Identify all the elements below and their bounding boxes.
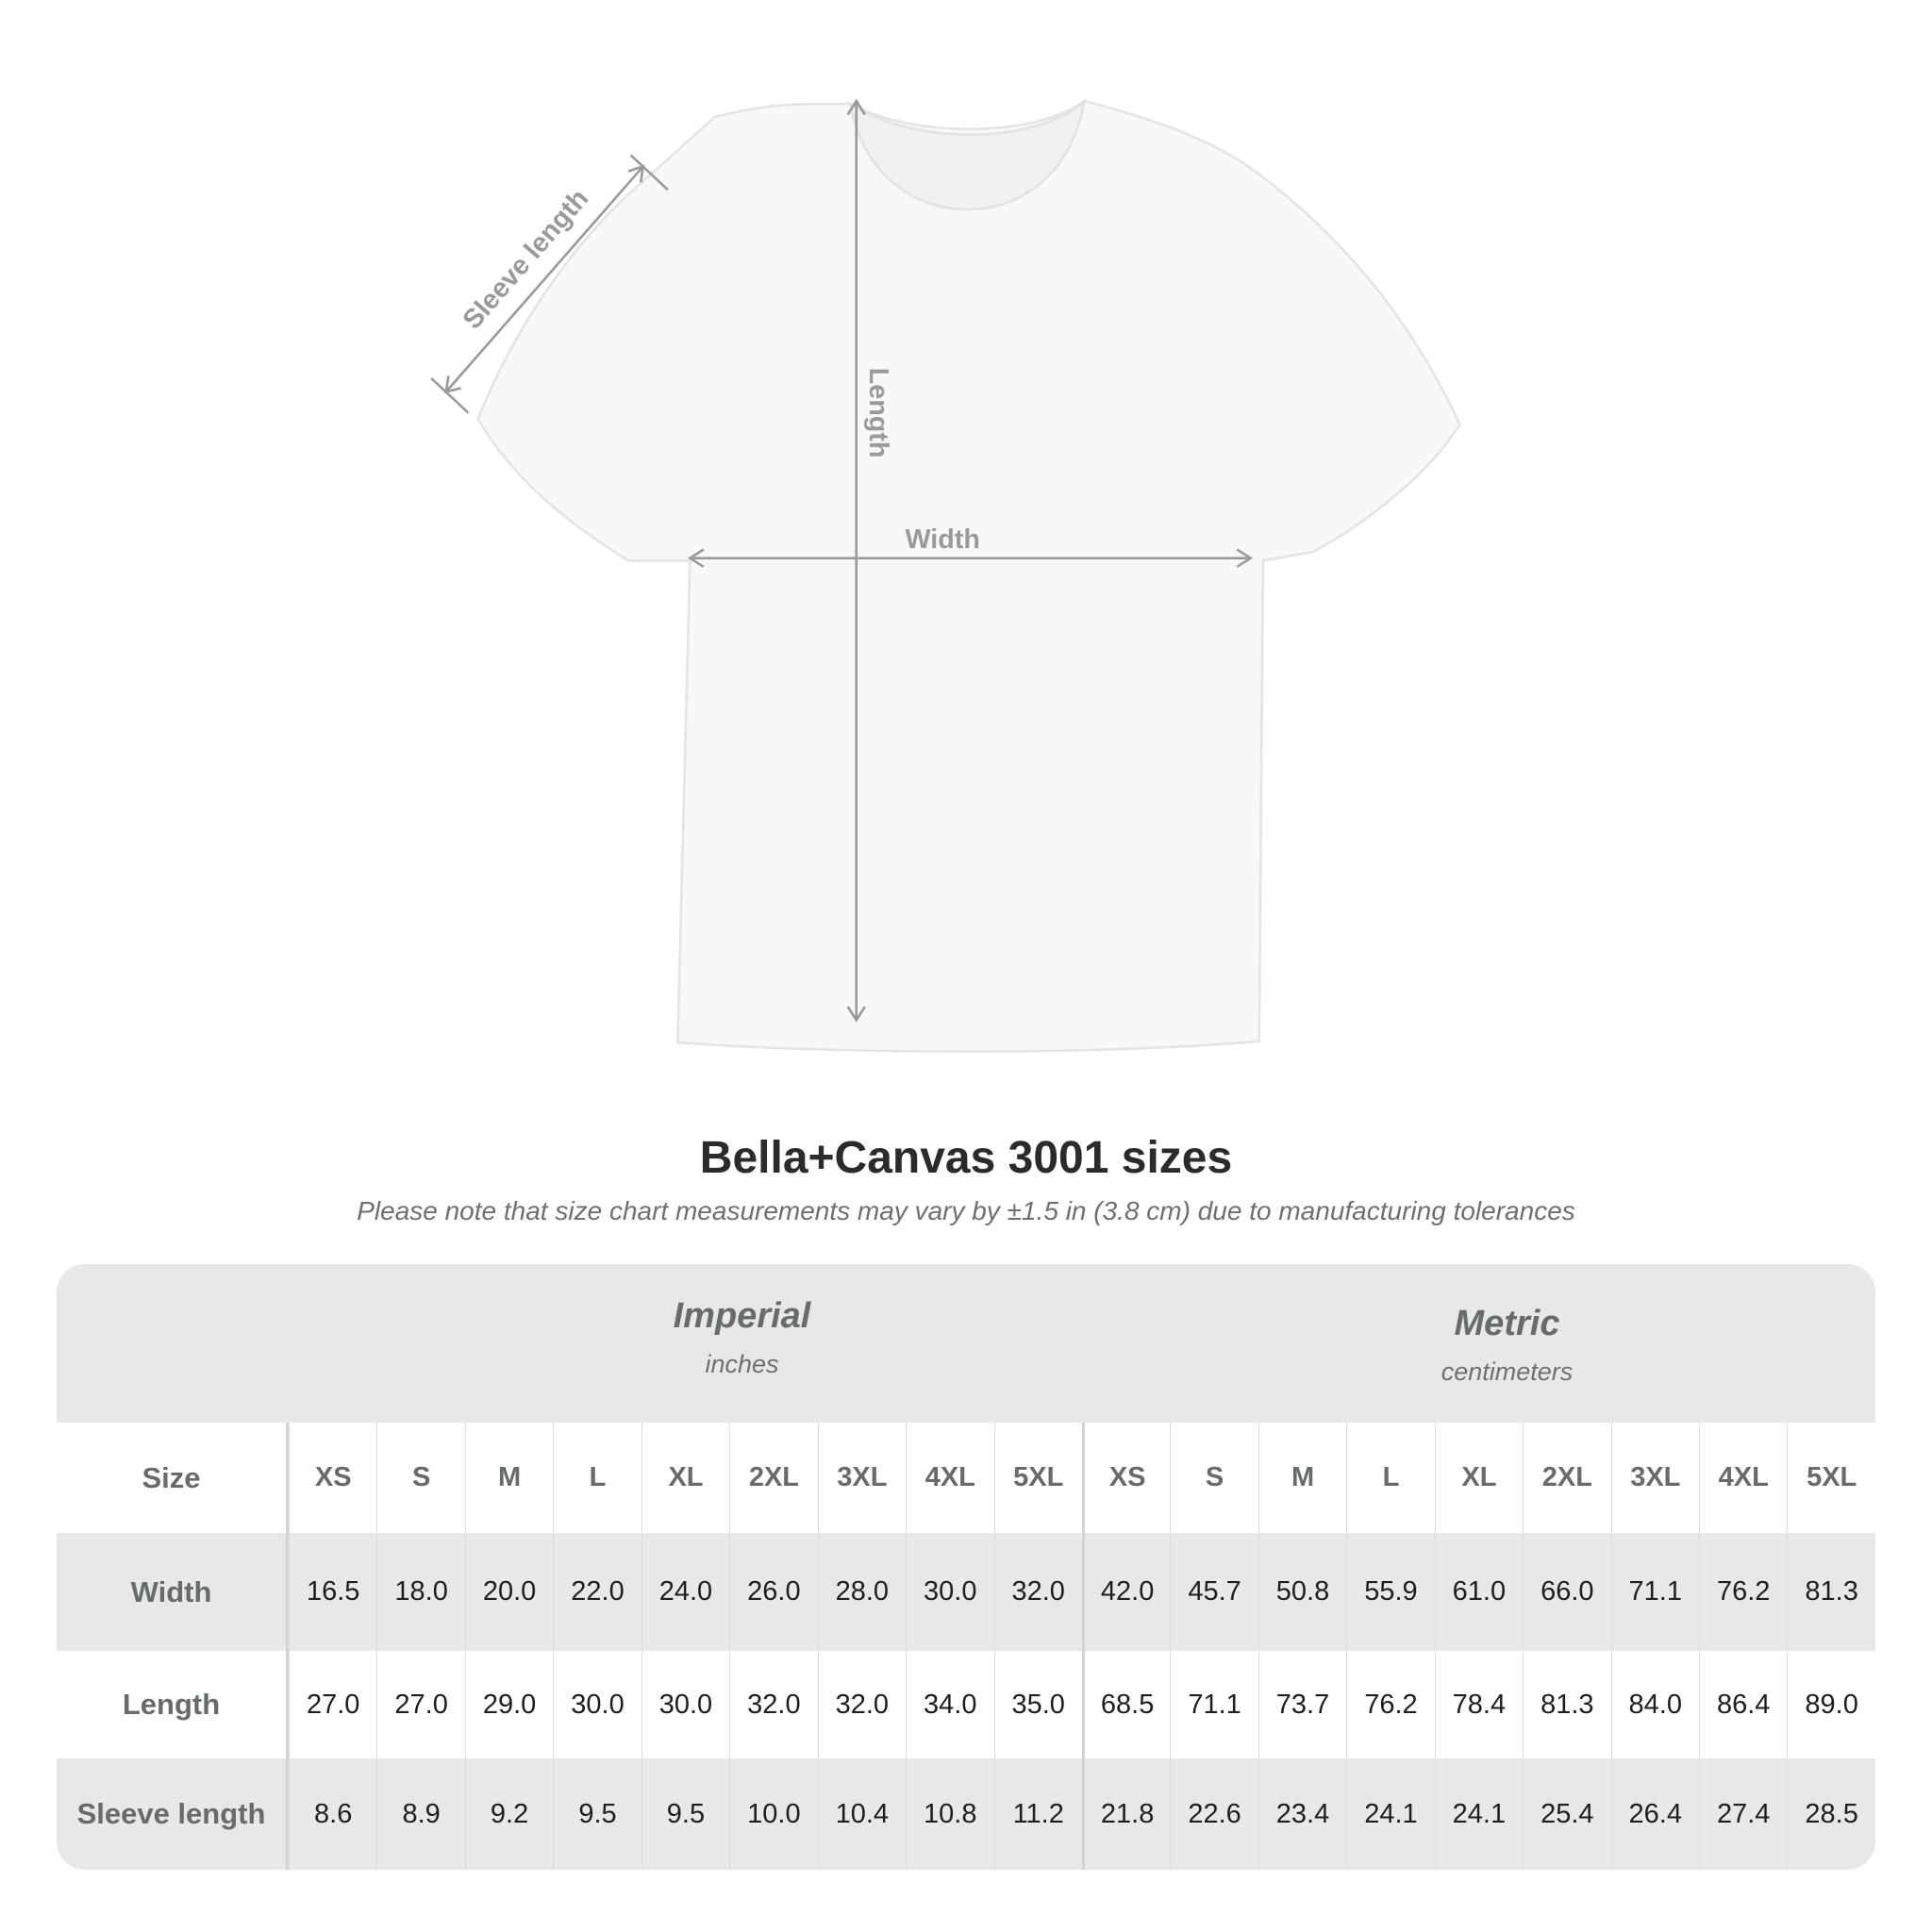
imperial-size-l: L bbox=[553, 1423, 641, 1533]
metric-title: Metric bbox=[1454, 1304, 1560, 1343]
metric-value: 84.0 bbox=[1610, 1651, 1699, 1758]
imperial-size-3xl: 3XL bbox=[817, 1423, 906, 1533]
metric-size-2xl: 2XL bbox=[1523, 1423, 1610, 1533]
imperial-header: Imperial inches bbox=[345, 1264, 1139, 1455]
metric-value: 55.9 bbox=[1346, 1533, 1434, 1651]
metric-value: 27.4 bbox=[1699, 1758, 1787, 1870]
metric-value: 76.2 bbox=[1346, 1651, 1434, 1758]
imperial-size-s: S bbox=[376, 1423, 464, 1533]
metric-value: 81.3 bbox=[1523, 1651, 1610, 1758]
metric-value: 25.4 bbox=[1523, 1758, 1610, 1870]
imperial-value: 26.0 bbox=[729, 1533, 817, 1651]
metric-size-5xl: 5XL bbox=[1787, 1423, 1874, 1533]
metric-size-xl: XL bbox=[1434, 1423, 1523, 1533]
imperial-value: 24.0 bbox=[641, 1533, 729, 1651]
table-row: Sleeve length 8.6 8.9 9.2 9.5 9.5 10.0 10.4 10.8… bbox=[57, 1758, 1875, 1870]
metric-size-xs: XS bbox=[1081, 1423, 1170, 1533]
table-row: Width 16.5 18.0 20.0 22.0 24.0 26.0 28.0 30.0 32.… bbox=[57, 1533, 1875, 1651]
imperial-value: 8.9 bbox=[376, 1758, 464, 1870]
imperial-value: 28.0 bbox=[817, 1533, 906, 1651]
metric-value: 42.0 bbox=[1081, 1533, 1170, 1651]
metric-value: 45.7 bbox=[1170, 1533, 1257, 1651]
imperial-size-5xl: 5XL bbox=[993, 1423, 1082, 1533]
imperial-value: 32.0 bbox=[729, 1651, 817, 1758]
row-label: Sleeve length bbox=[57, 1758, 289, 1870]
metric-header: Metric centimeters bbox=[1139, 1264, 1875, 1462]
metric-value: 73.7 bbox=[1257, 1651, 1346, 1758]
imperial-value: 11.2 bbox=[993, 1758, 1082, 1870]
imperial-value: 10.4 bbox=[817, 1758, 906, 1870]
metric-value: 81.3 bbox=[1787, 1533, 1874, 1651]
metric-value: 26.4 bbox=[1610, 1758, 1699, 1870]
imperial-value: 20.0 bbox=[464, 1533, 553, 1651]
imperial-value: 22.0 bbox=[553, 1533, 641, 1651]
imperial-value: 30.0 bbox=[553, 1651, 641, 1758]
imperial-value: 18.0 bbox=[376, 1533, 464, 1651]
imperial-value: 10.0 bbox=[729, 1758, 817, 1870]
imperial-value: 32.0 bbox=[993, 1533, 1082, 1651]
metric-size-4xl: 4XL bbox=[1699, 1423, 1787, 1533]
imperial-value: 29.0 bbox=[464, 1651, 553, 1758]
metric-value: 61.0 bbox=[1434, 1533, 1523, 1651]
imperial-value: 9.2 bbox=[464, 1758, 553, 1870]
metric-value: 71.1 bbox=[1610, 1533, 1699, 1651]
imperial-value: 9.5 bbox=[641, 1758, 729, 1870]
metric-value: 71.1 bbox=[1170, 1651, 1257, 1758]
imperial-value: 16.5 bbox=[289, 1533, 376, 1651]
imperial-value: 27.0 bbox=[376, 1651, 464, 1758]
imperial-value: 9.5 bbox=[553, 1758, 641, 1870]
metric-size-m: M bbox=[1257, 1423, 1346, 1533]
metric-value: 24.1 bbox=[1434, 1758, 1523, 1870]
imperial-size-2xl: 2XL bbox=[729, 1423, 817, 1533]
imperial-value: 10.8 bbox=[906, 1758, 993, 1870]
imperial-size-xl: XL bbox=[641, 1423, 729, 1533]
imperial-unit: inches bbox=[705, 1350, 779, 1378]
sleeve-arrow bbox=[444, 165, 644, 393]
tshirt-image bbox=[476, 99, 1462, 1053]
imperial-value: 8.6 bbox=[289, 1758, 376, 1870]
table-row: Length 27.0 27.0 29.0 30.0 30.0 32.0 32.0 34.0 35… bbox=[57, 1651, 1875, 1758]
metric-unit: centimeters bbox=[1441, 1357, 1574, 1386]
metric-value: 23.4 bbox=[1257, 1758, 1346, 1870]
imperial-value: 30.0 bbox=[906, 1533, 993, 1651]
imperial-value: 30.0 bbox=[641, 1651, 729, 1758]
width-label: Width bbox=[905, 525, 979, 555]
imperial-size-xs: XS bbox=[289, 1423, 376, 1533]
imperial-value: 35.0 bbox=[993, 1651, 1082, 1758]
metric-value: 89.0 bbox=[1787, 1651, 1874, 1758]
row-label: Width bbox=[57, 1533, 289, 1651]
page-title: Bella+Canvas 3001 sizes bbox=[699, 1133, 1233, 1183]
imperial-title: Imperial bbox=[673, 1296, 811, 1336]
metric-size-3xl: 3XL bbox=[1610, 1423, 1699, 1533]
row-label: Length bbox=[57, 1651, 289, 1758]
metric-value: 76.2 bbox=[1699, 1533, 1787, 1651]
tolerance-note: Please note that size chart measurements… bbox=[357, 1196, 1575, 1225]
metric-value: 86.4 bbox=[1699, 1651, 1787, 1758]
metric-value: 66.0 bbox=[1523, 1533, 1610, 1651]
metric-value: 24.1 bbox=[1346, 1758, 1434, 1870]
metric-size-s: S bbox=[1170, 1423, 1257, 1533]
metric-value: 28.5 bbox=[1787, 1758, 1874, 1870]
metric-value: 21.8 bbox=[1081, 1758, 1170, 1870]
metric-size-l: L bbox=[1346, 1423, 1434, 1533]
metric-value: 68.5 bbox=[1081, 1651, 1170, 1758]
collar-shape bbox=[848, 97, 1087, 211]
imperial-value: 34.0 bbox=[906, 1651, 993, 1758]
size-header-label: Size bbox=[57, 1423, 289, 1533]
imperial-size-m: M bbox=[464, 1423, 553, 1533]
length-label: Length bbox=[863, 368, 893, 458]
imperial-value: 27.0 bbox=[289, 1651, 376, 1758]
imperial-value: 32.0 bbox=[817, 1651, 906, 1758]
measurement-arrows bbox=[430, 98, 1254, 1023]
metric-value: 78.4 bbox=[1434, 1651, 1523, 1758]
metric-value: 50.8 bbox=[1257, 1533, 1346, 1651]
size-header-row: Size XS S M L XL 2XL 3XL 4XL 5XL XS S M L XL 2XL 3XL 4XL 5… bbox=[57, 1423, 1875, 1533]
tshirt-diagram: Width Length Sleeve length bbox=[430, 97, 1462, 1053]
metric-value: 22.6 bbox=[1170, 1758, 1257, 1870]
size-table: Imperial inches Metric centimeters Size X… bbox=[57, 1264, 1875, 1870]
imperial-size-4xl: 4XL bbox=[906, 1423, 993, 1533]
